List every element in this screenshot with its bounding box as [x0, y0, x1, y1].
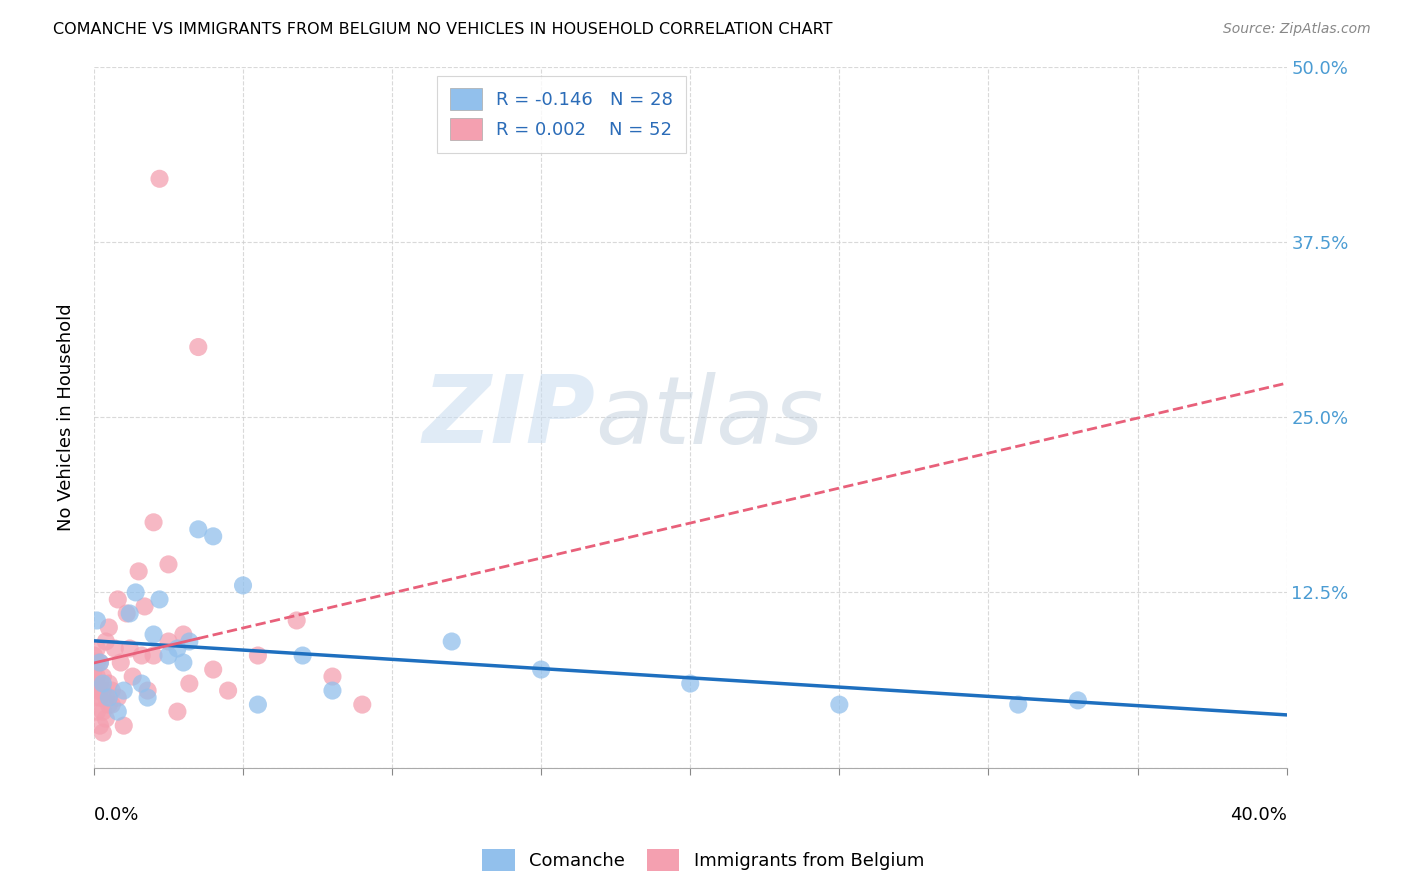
Point	[217, 683, 239, 698]
Point	[172, 656, 194, 670]
Point	[86, 641, 108, 656]
Text: atlas: atlas	[595, 372, 823, 463]
Point	[142, 648, 165, 663]
Point	[1067, 693, 1090, 707]
Point	[107, 690, 129, 705]
Point	[91, 683, 114, 698]
Point	[89, 676, 111, 690]
Point	[202, 663, 225, 677]
Point	[828, 698, 851, 712]
Point	[83, 690, 105, 705]
Point	[86, 614, 108, 628]
Point	[187, 340, 209, 354]
Point	[89, 656, 111, 670]
Point	[112, 683, 135, 698]
Point	[101, 683, 124, 698]
Point	[246, 698, 269, 712]
Point	[679, 676, 702, 690]
Point	[86, 683, 108, 698]
Point	[86, 705, 108, 719]
Point	[110, 656, 132, 670]
Point	[94, 712, 117, 726]
Point	[121, 669, 143, 683]
Point	[101, 698, 124, 712]
Point	[232, 578, 254, 592]
Legend: R = -0.146   N = 28, R = 0.002    N = 52: R = -0.146 N = 28, R = 0.002 N = 52	[437, 76, 686, 153]
Point	[118, 607, 141, 621]
Point	[172, 627, 194, 641]
Point	[142, 627, 165, 641]
Point	[128, 565, 150, 579]
Point	[134, 599, 156, 614]
Point	[97, 698, 120, 712]
Y-axis label: No Vehicles in Household: No Vehicles in Household	[58, 303, 75, 531]
Point	[166, 641, 188, 656]
Point	[91, 669, 114, 683]
Point	[246, 648, 269, 663]
Point	[91, 705, 114, 719]
Point	[352, 698, 374, 712]
Point	[157, 648, 180, 663]
Point	[91, 725, 114, 739]
Point	[148, 171, 170, 186]
Point	[187, 522, 209, 536]
Point	[107, 592, 129, 607]
Point	[115, 607, 138, 621]
Point	[202, 529, 225, 543]
Point	[118, 641, 141, 656]
Point	[91, 676, 114, 690]
Point	[179, 676, 201, 690]
Point	[166, 705, 188, 719]
Point	[321, 669, 343, 683]
Legend: Comanche, Immigrants from Belgium: Comanche, Immigrants from Belgium	[475, 842, 931, 879]
Point	[131, 676, 153, 690]
Point	[86, 669, 108, 683]
Point	[94, 634, 117, 648]
Point	[86, 656, 108, 670]
Point	[157, 558, 180, 572]
Point	[89, 718, 111, 732]
Point	[142, 516, 165, 530]
Point	[83, 648, 105, 663]
Point	[124, 585, 146, 599]
Text: Source: ZipAtlas.com: Source: ZipAtlas.com	[1223, 22, 1371, 37]
Point	[112, 718, 135, 732]
Point	[1007, 698, 1029, 712]
Point	[179, 634, 201, 648]
Point	[136, 683, 159, 698]
Point	[131, 648, 153, 663]
Point	[97, 620, 120, 634]
Point	[285, 614, 308, 628]
Point	[107, 705, 129, 719]
Text: 40.0%: 40.0%	[1230, 806, 1286, 824]
Point	[89, 690, 111, 705]
Point	[157, 634, 180, 648]
Point	[148, 592, 170, 607]
Point	[83, 676, 105, 690]
Point	[440, 634, 463, 648]
Text: ZIP: ZIP	[422, 371, 595, 463]
Point	[89, 656, 111, 670]
Point	[530, 663, 553, 677]
Text: 0.0%: 0.0%	[94, 806, 139, 824]
Point	[291, 648, 314, 663]
Point	[97, 690, 120, 705]
Point	[321, 683, 343, 698]
Point	[97, 676, 120, 690]
Point	[83, 663, 105, 677]
Point	[136, 690, 159, 705]
Point	[94, 690, 117, 705]
Point	[104, 641, 127, 656]
Text: COMANCHE VS IMMIGRANTS FROM BELGIUM NO VEHICLES IN HOUSEHOLD CORRELATION CHART: COMANCHE VS IMMIGRANTS FROM BELGIUM NO V…	[53, 22, 832, 37]
